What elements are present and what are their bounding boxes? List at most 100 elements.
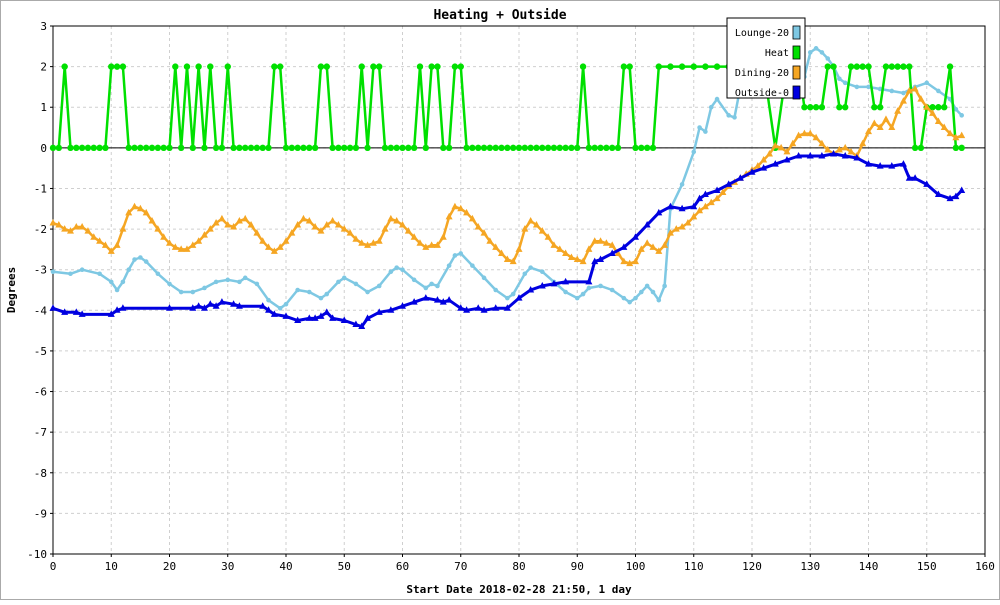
data-point-dining-20 xyxy=(672,225,680,232)
data-point-heat xyxy=(597,144,604,152)
data-point-dining-20 xyxy=(795,131,803,139)
data-point-heat xyxy=(824,63,831,70)
data-point-heat xyxy=(504,144,511,152)
data-point-heat xyxy=(78,144,86,152)
data-point-heat xyxy=(329,144,336,152)
data-point-outside-0 xyxy=(480,306,488,313)
data-point-dining-20 xyxy=(265,243,273,250)
data-point-lounge-20 xyxy=(598,283,603,289)
data-point-heat xyxy=(224,63,231,70)
data-point-dining-20 xyxy=(509,257,517,265)
data-point-outside-0 xyxy=(218,298,226,305)
data-point-outside-0 xyxy=(212,302,220,309)
data-point-lounge-20 xyxy=(493,287,499,293)
data-point-heat xyxy=(917,144,925,152)
data-point-heat xyxy=(533,144,540,152)
data-point-heat xyxy=(352,144,360,152)
data-point-heat xyxy=(935,104,942,111)
y-tick-label: 2 xyxy=(40,61,47,74)
legend-swatch xyxy=(792,65,801,80)
data-point-dining-20 xyxy=(282,237,290,244)
data-point-heat xyxy=(847,63,855,70)
data-point-dining-20 xyxy=(160,233,168,240)
x-tick-label: 60 xyxy=(396,560,409,573)
data-point-outside-0 xyxy=(294,316,302,323)
data-point-outside-0 xyxy=(958,186,966,193)
data-point-heat xyxy=(818,104,826,111)
data-point-outside-0 xyxy=(259,302,267,309)
series-line-lounge-20 xyxy=(52,47,963,310)
data-point-outside-0 xyxy=(305,314,313,321)
data-point-outside-0 xyxy=(830,149,838,157)
data-point-outside-0 xyxy=(230,300,238,307)
data-point-dining-20 xyxy=(532,221,540,228)
data-point-lounge-20 xyxy=(691,149,697,155)
data-point-heat xyxy=(591,144,598,152)
data-point-dining-20 xyxy=(492,243,500,250)
data-point-dining-20 xyxy=(294,221,302,228)
data-point-dining-20 xyxy=(783,147,791,155)
data-point-heat xyxy=(422,144,429,152)
data-point-heat xyxy=(49,144,57,152)
data-point-dining-20 xyxy=(463,208,471,216)
data-point-dining-20 xyxy=(777,143,785,151)
data-point-dining-20 xyxy=(579,257,587,265)
data-point-lounge-20 xyxy=(697,125,702,130)
data-point-outside-0 xyxy=(771,160,779,167)
data-point-heat xyxy=(562,144,569,152)
data-point-lounge-20 xyxy=(877,86,883,92)
data-point-dining-20 xyxy=(416,239,424,246)
data-point-dining-20 xyxy=(183,245,191,252)
data-point-lounge-20 xyxy=(435,283,440,289)
data-point-lounge-20 xyxy=(318,295,324,301)
data-point-dining-20 xyxy=(632,257,639,265)
legend-label: Outside-0 xyxy=(735,88,789,99)
y-tick-label: 3 xyxy=(40,20,47,33)
data-point-dining-20 xyxy=(882,115,890,122)
data-point-outside-0 xyxy=(841,151,849,159)
y-tick-label: 1 xyxy=(40,101,47,114)
data-point-heat xyxy=(410,144,418,152)
data-point-heat xyxy=(585,144,593,152)
data-point-dining-20 xyxy=(399,221,406,228)
data-point-outside-0 xyxy=(905,174,913,181)
y-axis-label: Degrees xyxy=(5,267,18,313)
data-point-heat xyxy=(230,144,237,152)
data-point-heat xyxy=(294,144,301,152)
data-point-outside-0 xyxy=(655,208,663,216)
data-point-heat xyxy=(236,144,243,152)
data-point-heat xyxy=(247,144,255,152)
data-point-dining-20 xyxy=(166,239,173,246)
data-point-dining-20 xyxy=(177,245,185,252)
data-point-dining-20 xyxy=(90,233,98,240)
data-point-dining-20 xyxy=(433,241,441,248)
data-point-heat xyxy=(154,144,162,152)
data-point-dining-20 xyxy=(865,127,872,135)
data-point-heat xyxy=(643,144,651,152)
data-point-lounge-20 xyxy=(924,80,930,86)
data-point-lounge-20 xyxy=(574,295,580,301)
legend-label: Dining-20 xyxy=(735,68,789,79)
data-point-lounge-20 xyxy=(237,279,242,285)
data-point-lounge-20 xyxy=(254,281,260,287)
data-point-heat xyxy=(888,63,895,70)
legend-swatch xyxy=(792,45,801,60)
data-point-lounge-20 xyxy=(190,289,196,295)
data-point-dining-20 xyxy=(905,86,913,94)
data-point-heat xyxy=(84,144,92,152)
data-point-heat xyxy=(434,63,441,70)
data-point-outside-0 xyxy=(713,186,721,193)
data-point-outside-0 xyxy=(195,302,203,309)
data-point-outside-0 xyxy=(352,320,360,328)
data-point-outside-0 xyxy=(492,304,500,311)
data-point-heat xyxy=(807,104,814,111)
data-point-dining-20 xyxy=(934,117,942,124)
x-tick-label: 110 xyxy=(684,560,704,573)
data-point-lounge-20 xyxy=(889,88,895,94)
data-point-lounge-20 xyxy=(644,283,650,289)
data-point-dining-20 xyxy=(591,237,599,244)
data-point-heat xyxy=(871,104,878,111)
data-point-outside-0 xyxy=(282,312,290,319)
data-point-heat xyxy=(620,63,628,70)
x-tick-label: 10 xyxy=(105,560,118,573)
